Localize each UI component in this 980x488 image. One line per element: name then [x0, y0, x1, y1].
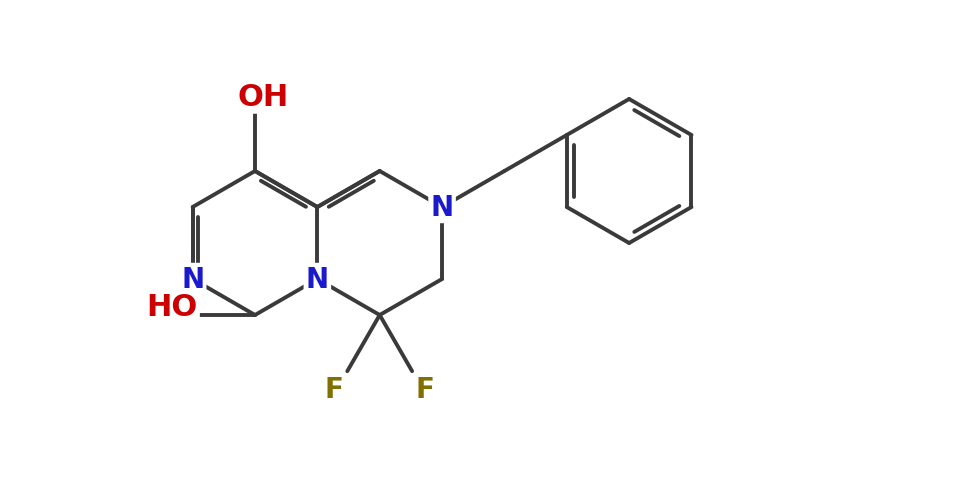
- Text: F: F: [416, 375, 434, 404]
- Text: N: N: [181, 265, 204, 293]
- Text: N: N: [306, 265, 329, 293]
- Text: N: N: [430, 194, 454, 222]
- Text: OH: OH: [237, 83, 289, 112]
- Text: HO: HO: [146, 293, 197, 322]
- Text: F: F: [325, 375, 344, 404]
